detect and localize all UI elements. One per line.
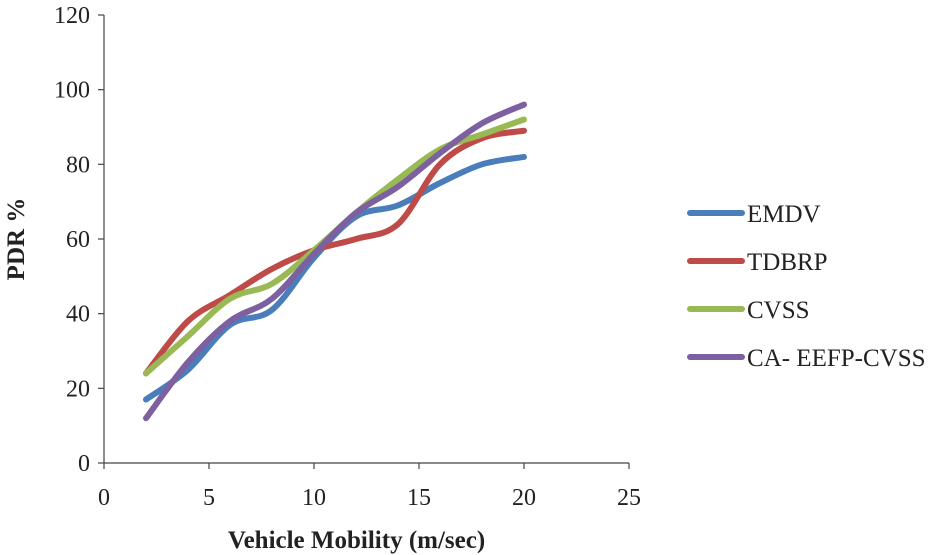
- x-tick-label: 25: [617, 485, 641, 511]
- y-tick-label: 20: [66, 376, 90, 402]
- axes: 0 20 40 60 80 100 120 0 5 10 15 20 25: [54, 3, 641, 511]
- legend-label-ca-eefp-cvss: CA- EEFP-CVSS: [747, 345, 926, 372]
- x-tick-label: 20: [512, 485, 536, 511]
- y-tick-label: 120: [54, 3, 90, 29]
- x-axis-title: Vehicle Mobility (m/sec): [228, 527, 485, 554]
- y-tick-label: 0: [78, 451, 90, 477]
- x-tick-label: 15: [407, 485, 431, 511]
- x-tick-label: 10: [302, 485, 326, 511]
- series-line-emdv: [143, 153, 527, 403]
- y-tick-label: 60: [66, 227, 90, 253]
- series-line-tdbrp: [143, 127, 527, 377]
- legend-label-tdbrp: TDBRP: [747, 249, 828, 276]
- legend-label-emdv: EMDV: [747, 201, 821, 228]
- legend: EMDV TDBRP CVSS CA- EEFP-CVSS: [687, 201, 926, 372]
- y-axis-title: PDR %: [3, 198, 30, 281]
- y-tick-label: 100: [54, 78, 90, 104]
- x-tick-label: 0: [98, 485, 110, 511]
- series-lines: [143, 101, 527, 422]
- y-tick-label: 80: [66, 152, 90, 178]
- series-line-ca-eefp-cvss: [143, 101, 527, 422]
- y-tick-label: 40: [66, 302, 90, 328]
- legend-label-cvss: CVSS: [747, 297, 810, 324]
- x-tick-label: 5: [203, 485, 215, 511]
